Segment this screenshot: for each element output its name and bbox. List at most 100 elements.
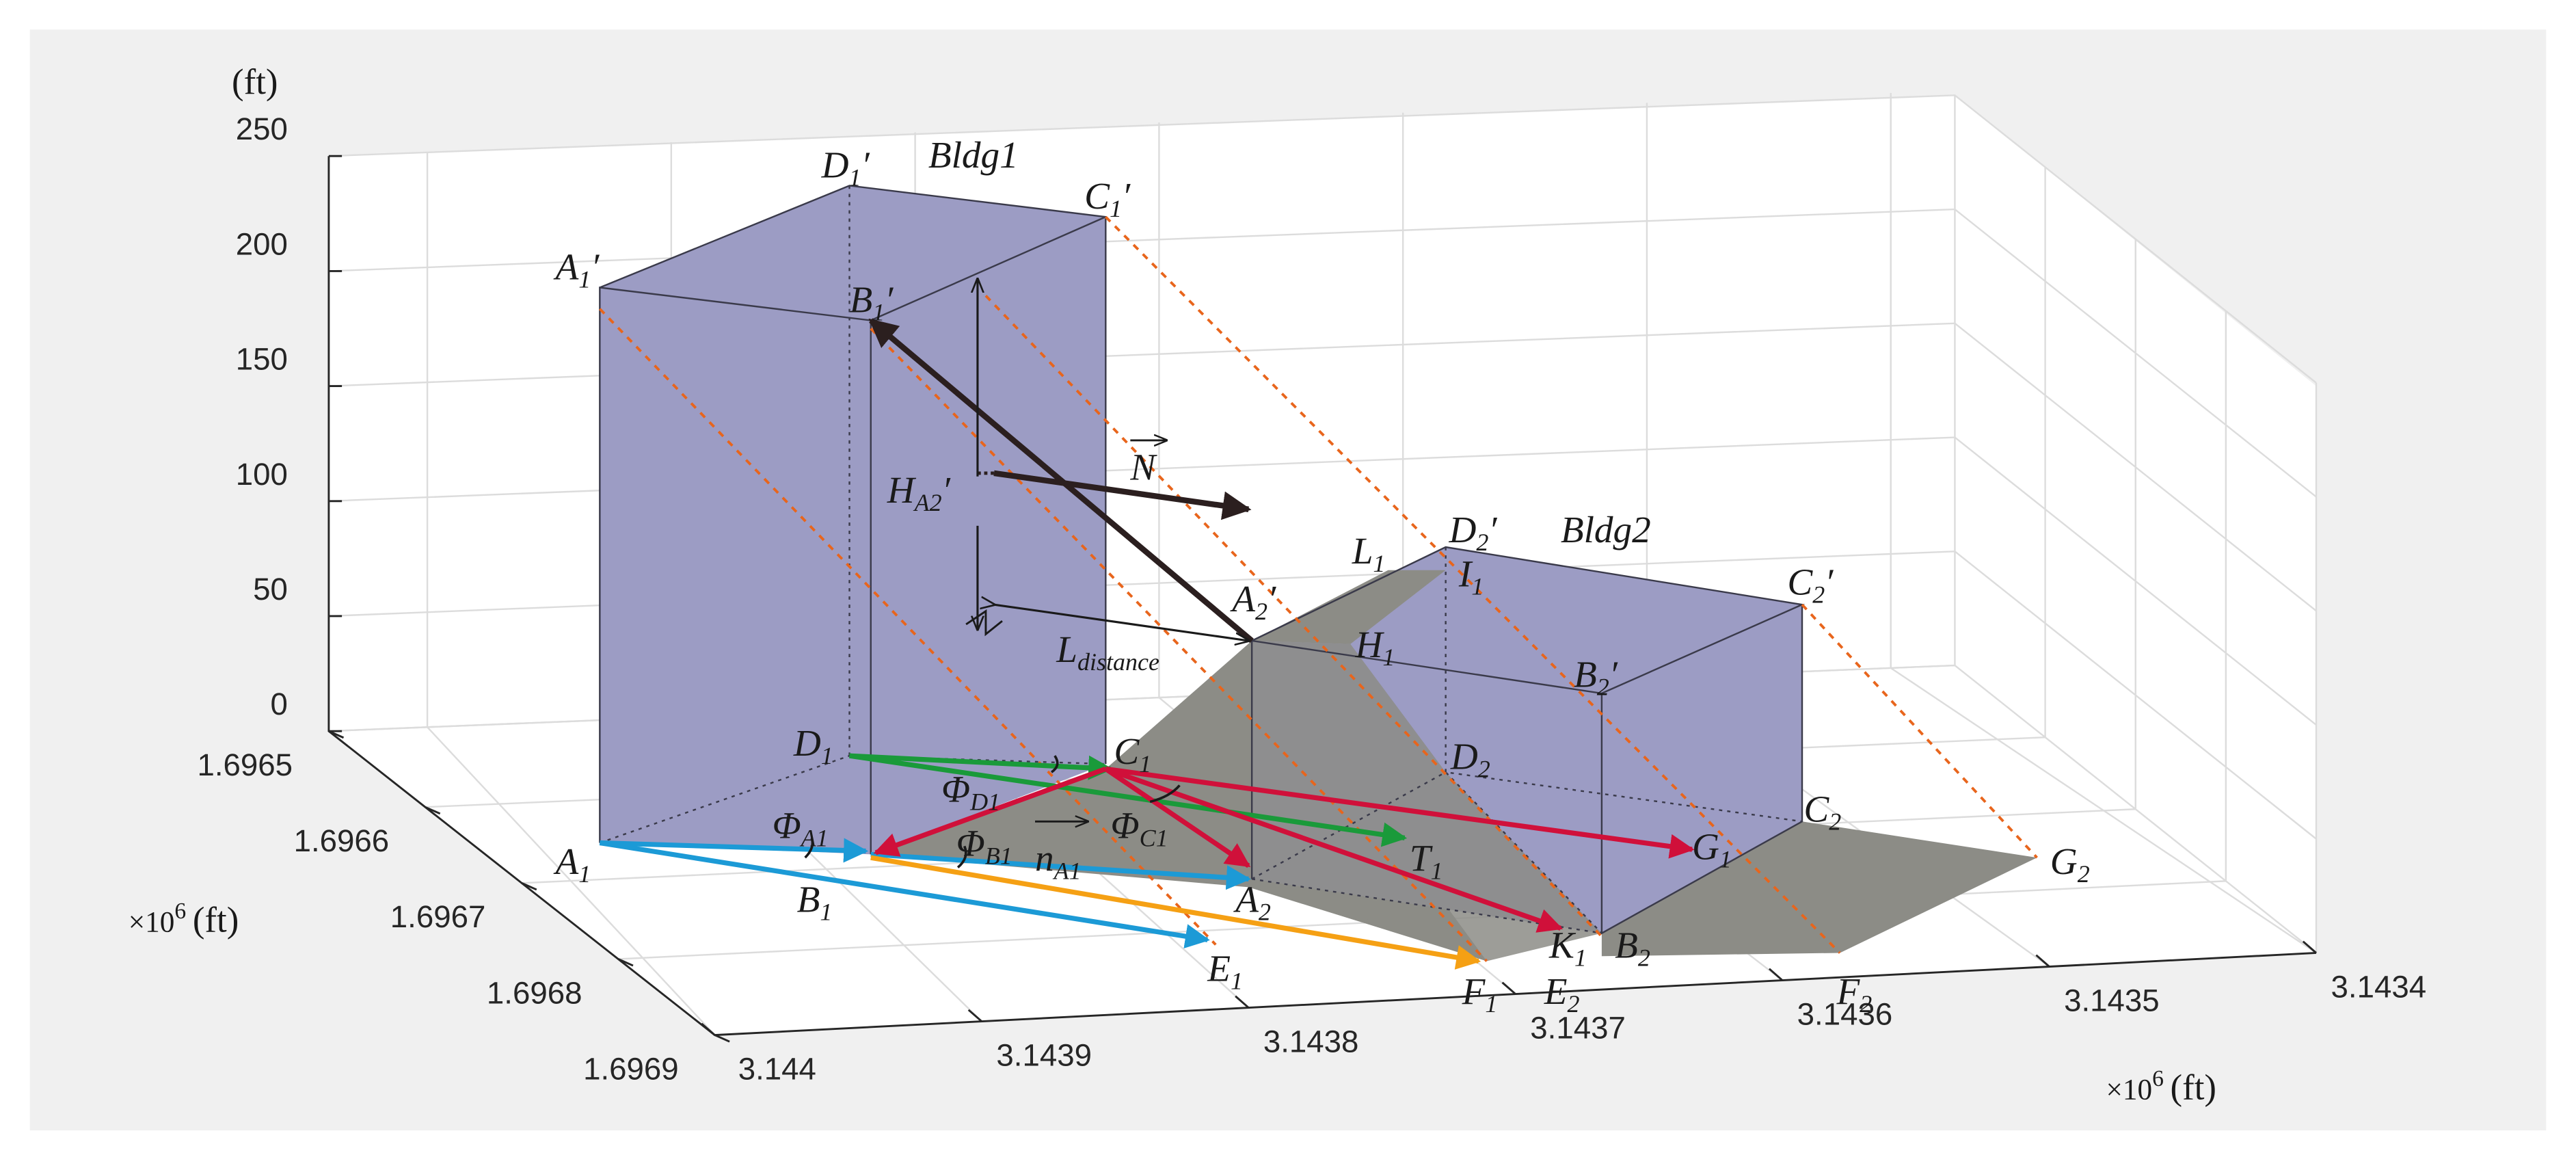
label-base: D [1450,735,1478,777]
point-label: D1′ [821,144,870,191]
label-base: C [1803,788,1829,829]
label-base: Φ [773,804,801,846]
label-base: C [1787,561,1813,603]
point-label: T1 [1410,837,1443,884]
point-label: D2′ [1448,509,1497,556]
y-tick [425,806,441,815]
label-subscript: 1 [872,298,885,326]
unit-prefix: ×10 [2106,1073,2152,1106]
point-label: E1 [1207,947,1243,994]
label-base: A [552,245,578,287]
label-base: H [887,469,917,511]
point-label: HA2′ [887,469,951,516]
building-2-hidden-edge [1251,878,1602,934]
unit-prefix: ×10 [129,905,175,938]
ticks: 0 50 100 150 200 250 (ft) 1.6965 1.6966 1.6967 1.6… [129,62,2426,1107]
x-tick [967,1009,982,1022]
label-base: I [1458,553,1473,595]
label-subscript: 2 [1638,944,1650,972]
angle-arc [804,837,814,859]
z-tick-label: 250 [236,111,288,146]
x-tick-label: 3.144 [738,1051,816,1086]
y-tick-label: 1.6966 [294,823,390,858]
x-tick-label: 3.1435 [2064,983,2160,1018]
point-label: A2 [1233,878,1271,925]
label-prime: ′ [1267,578,1276,620]
z-tick-label: 50 [253,572,288,607]
point-label: F1 [1462,970,1498,1018]
y-tick [714,1034,730,1043]
label-subscript: B1 [985,842,1012,870]
point-label: Ldistance [1056,628,1159,676]
point-label: H1 [1355,624,1395,671]
label-prime: ′ [1488,509,1497,550]
z-tick-label: 100 [236,457,288,492]
label-base: D [793,722,821,764]
label-subscript: C1 [1140,824,1168,851]
x-tick [1235,995,1250,1009]
label-base: F [1462,970,1486,1012]
point-label: D2 [1450,735,1490,782]
point-label: L1 [1352,530,1386,577]
x-tick [2035,954,2050,968]
point-label: B2 [1615,925,1650,972]
label-base: D [1448,509,1476,550]
point-label: ΦA1 [773,804,829,851]
building-2-hidden-edge [1251,771,1602,934]
label-subscript: distance [1077,648,1159,676]
label-subscript: A1 [1053,857,1082,884]
sun-ray [1801,603,2038,859]
point-label: N [1129,447,1157,488]
label-base: E [1207,947,1231,989]
sun-ray [598,308,1217,946]
building-1 [600,185,1106,855]
label-subscript: 1 [820,898,832,925]
building-name: Bldg2 [1561,509,1651,550]
label-subscript: 2 [1597,673,1609,700]
label-subscript: 2 [1812,581,1825,609]
x-tick-label: 3.1439 [996,1037,1092,1072]
label-base: H [1355,624,1385,665]
label-prime: ′ [942,469,951,511]
point-label: A1 [552,840,591,888]
x-tick-label: 3.1437 [1530,1010,1626,1045]
label-subscript: A2 [913,489,942,516]
x-tick-label: 3.1434 [2331,969,2427,1004]
label-base: B [1615,925,1638,966]
label-subscript: 2 [1255,598,1267,625]
right-angle-mark [965,609,1003,637]
point-label: nA1 [1035,837,1082,884]
point-labels: A1′D1′C1′B1′D2′C2′B2′A2′L1 I1H1HA2′Ldista… [552,144,2089,1018]
label-base: F [1836,970,1860,1012]
sun-ray [1104,215,1841,954]
z-tick-label: 200 [236,226,288,261]
y-tick-label: 1.6965 [197,747,293,782]
z-unit: (ft) [232,62,278,102]
label-subscript: 1 [578,265,591,293]
point-label: A1′ [552,245,600,293]
vector-red [873,767,1107,857]
y-tick [328,730,345,739]
unit-text: (ft) [193,900,239,940]
label-base: G [1692,826,1719,868]
point-label: G1 [1692,826,1732,873]
angle-arc [1050,755,1059,773]
point-label: C2′ [1787,561,1834,609]
label-base: C [1084,175,1110,217]
x-tick [2302,940,2317,954]
point-label: ΦC1 [1111,804,1168,851]
label-base: L [1056,628,1077,670]
label-subscript: 1 [821,742,833,769]
distance-dimension [994,605,1248,641]
y-tick-label: 1.6968 [487,975,582,1010]
label-subscript: 1 [1139,750,1151,778]
label-subscript: D1 [969,788,1000,815]
y-tick [617,958,634,967]
ground-shadow-2 [1601,821,2037,957]
point-label: B1′ [850,278,894,326]
label-subscript: 1 [1110,195,1122,222]
label-subscript: 2 [1568,990,1580,1018]
label-base: B [850,278,873,320]
label-subscript: 2 [1476,529,1488,556]
